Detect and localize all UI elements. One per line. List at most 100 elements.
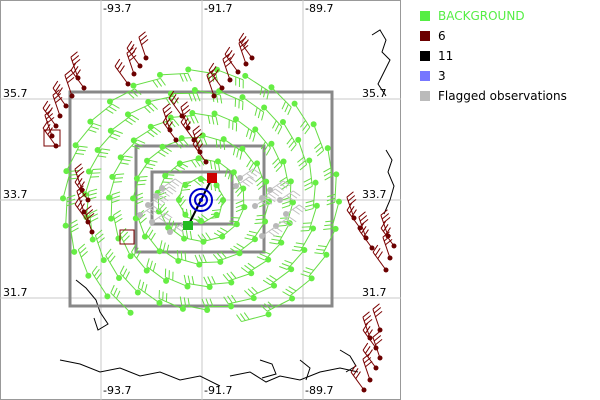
background-wind-barb-feather: [101, 148, 111, 151]
background-wind-barb: [218, 90, 244, 110]
background-observation-dot: [200, 238, 207, 245]
background-wind-barb-feather: [207, 276, 212, 285]
background-wind-barb-shaft: [244, 75, 269, 92]
background-wind-barb-feather: [79, 247, 87, 254]
background-observation-dot: [233, 221, 240, 228]
background-wind-barb-feather: [90, 126, 100, 130]
category-6-wind-barb-feather: [44, 104, 51, 112]
legend-item-flagged[interactable]: Flagged observations: [420, 86, 598, 106]
background-wind-barb: [314, 228, 337, 255]
background-wind-barb-feather: [205, 232, 212, 240]
background-observation-dot: [191, 86, 198, 93]
category-6-wind-barb: [52, 89, 63, 117]
category-6-observation-dot: [211, 93, 217, 99]
category-6-wind-barb-feather: [45, 113, 54, 120]
background-wind-barb-feather: [246, 234, 256, 237]
flagged-wind-barb-feather: [264, 198, 273, 205]
background-wind-barb-feather: [260, 141, 266, 150]
background-wind-barb-feather: [111, 133, 121, 137]
category-6-wind-barb-feather: [350, 364, 357, 373]
flagged-observation-dot: [283, 211, 289, 217]
background-wind-barb-feather: [261, 111, 265, 121]
lon-ticks-bottom: -93.7 -91.7 -89.7: [103, 384, 333, 397]
background-wind-barb: [201, 298, 232, 308]
background-wind-barb-feather: [114, 177, 124, 179]
flagged-observation-dot: [159, 185, 165, 191]
background-wind-barb-feather: [284, 259, 293, 264]
background-wind-barb-feather: [251, 286, 259, 294]
category-6-wind-barb-feather: [239, 41, 248, 48]
legend-item-11[interactable]: 11: [420, 46, 598, 66]
category-6-wind-barb-feather: [57, 87, 63, 95]
category-6-observation-dot: [197, 149, 203, 155]
category-6-observation-dot: [363, 235, 369, 241]
background-wind-barb-feather: [159, 240, 163, 249]
category-6-wind-barb-feather: [164, 118, 171, 126]
background-observation-dot: [181, 235, 188, 242]
category-6-wind-barb-feather: [52, 80, 59, 89]
legend-item-3[interactable]: 3: [420, 66, 598, 86]
background-wind-barb-feather: [203, 276, 208, 285]
background-observation-dot: [130, 195, 137, 202]
background-observation-dot: [310, 225, 317, 232]
flagged-observation-dot: [149, 219, 155, 225]
background-wind-barb-feather: [191, 276, 195, 285]
category-6-wind-barb: [52, 80, 67, 107]
background-observation-dot: [182, 182, 189, 189]
category-6-wind-barb: [382, 231, 393, 259]
background-wind-barb-feather: [201, 298, 206, 307]
category-6-wind-barb-feather: [114, 58, 121, 67]
flagged-wind-barb-feather: [286, 195, 294, 201]
background-observation-dot: [176, 197, 182, 203]
background-wind-barb: [89, 209, 99, 240]
background-observation-dot: [288, 266, 295, 273]
lon-ticks-top: -93.7 -91.7 -89.7: [103, 2, 333, 15]
background-wind-barb-feather: [213, 161, 217, 170]
category-6-wind-barb-feather: [70, 51, 78, 58]
background-wind-barb-shaft: [216, 184, 227, 201]
flagged-wind-barb-feather: [268, 193, 276, 199]
flagged-observation-dot: [237, 175, 243, 181]
background-wind-barb-feather: [249, 130, 253, 140]
category-6-observation-dot: [81, 85, 87, 91]
flagged-wind-barb-feather: [168, 186, 177, 193]
background-wind-barb-feather: [297, 156, 305, 163]
center-ring-inner: [194, 193, 208, 207]
background-wind-barb-feather: [254, 107, 258, 116]
background-wind-barb-feather: [266, 90, 270, 100]
category-6-wind-barb: [44, 109, 55, 137]
background-observation-dot: [100, 257, 107, 264]
background-wind-barb-feather: [248, 162, 254, 171]
background-wind-barb-shaft: [127, 103, 152, 115]
background-wind-barb-shaft: [308, 160, 313, 187]
legend-item-6[interactable]: 6: [420, 26, 598, 46]
category-6-wind-barb-feather: [44, 109, 52, 116]
background-wind-barb: [254, 201, 270, 225]
category-6-wind-barb: [346, 191, 357, 219]
background-wind-barb-feather: [244, 237, 253, 241]
background-wind-barb-feather: [193, 179, 202, 186]
background-wind-barb-feather: [267, 301, 275, 308]
background-wind-barb-feather: [194, 159, 201, 167]
category-6-observation-dot: [203, 159, 209, 165]
background-wind-barb-feather: [77, 149, 86, 152]
background-wind-barb-shaft: [88, 148, 103, 172]
flagged-wind-barb-feather: [274, 226, 283, 233]
background-observation-dot: [306, 157, 313, 164]
background-wind-barb-shaft: [294, 103, 311, 128]
flagged-wind-barb: [254, 196, 276, 207]
category-6-wind-barb-feather: [170, 94, 177, 102]
background-wind-barb-feather: [235, 200, 244, 205]
background-wind-barb: [304, 182, 317, 212]
background-observation-dot: [335, 198, 342, 205]
background-observation-dot: [211, 110, 218, 117]
background-wind-barb-feather: [236, 243, 245, 249]
background-observation-dot: [323, 251, 330, 258]
background-observation-dot: [206, 284, 213, 291]
category-6-wind-barb-feather: [224, 46, 231, 55]
flagged-wind-barb-feather: [268, 231, 276, 237]
legend-item-background[interactable]: BACKGROUND: [420, 6, 598, 26]
background-wind-barb-feather: [96, 233, 104, 240]
background-wind-barb: [158, 290, 184, 310]
category-6-wind-barb: [238, 32, 253, 59]
